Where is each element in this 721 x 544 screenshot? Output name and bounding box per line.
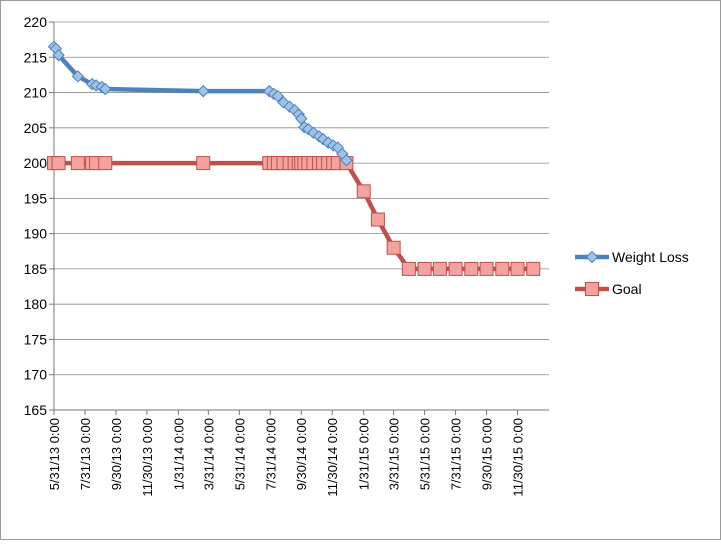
x-tick-label: 5/31/13 0:00 (47, 418, 62, 490)
y-tick-label: 185 (24, 261, 48, 277)
x-tick-label: 3/31/14 0:00 (201, 418, 216, 490)
y-tick-label: 165 (24, 402, 48, 418)
x-tick-label: 7/31/14 0:00 (263, 418, 278, 490)
x-tick-label: 9/30/13 0:00 (109, 418, 124, 490)
gridlines (54, 21, 549, 376)
y-tick-label: 210 (24, 85, 48, 101)
y-tick-label: 220 (24, 14, 48, 30)
x-tick-label: 7/31/15 0:00 (449, 418, 464, 490)
y-tick-label: 180 (24, 296, 48, 312)
legend-marker-weight-loss (585, 250, 599, 264)
goal-series (47, 156, 541, 276)
x-tick-label: 1/31/15 0:00 (357, 418, 372, 490)
axes: 165 170 175 180 185 190 195 200 205 210 215 220 5/31… (24, 14, 549, 497)
legend-label-weight-loss: Weight Loss (612, 249, 689, 265)
legend-label-goal: Goal (612, 281, 642, 297)
weight-loss-series (47, 40, 353, 167)
y-tick-label: 190 (24, 226, 48, 242)
goal-point (432, 261, 447, 276)
goal-line (51, 160, 536, 272)
goal-point (448, 261, 463, 276)
goal-point (479, 261, 494, 276)
weight-loss-point (197, 84, 210, 98)
x-tick-label: 5/31/15 0:00 (418, 418, 433, 490)
legend-marker-goal (585, 282, 599, 296)
goal-point (356, 184, 371, 199)
weight-loss-point (271, 89, 285, 103)
x-tick-label: 1/31/14 0:00 (171, 418, 186, 490)
goal-point (464, 261, 479, 276)
goal-point (417, 261, 432, 276)
x-tick-label: 9/30/15 0:00 (480, 418, 495, 490)
x-tick-label: 11/30/14 0:00 (325, 418, 340, 497)
goal-point (51, 156, 66, 171)
goal-point (196, 156, 211, 171)
y-tick-label: 205 (24, 120, 48, 136)
goal-point (70, 156, 85, 171)
x-tick-label: 7/31/13 0:00 (78, 418, 93, 490)
goal-point (98, 156, 113, 171)
x-tick-label: 11/30/13 0:00 (140, 418, 155, 497)
x-tick-label: 3/31/15 0:00 (387, 418, 402, 490)
goal-point (510, 261, 525, 276)
y-tick-label: 215 (24, 49, 48, 65)
legend-item-goal: Goal (575, 281, 642, 297)
y-tick-label: 170 (24, 367, 48, 383)
weight-loss-point (99, 82, 112, 96)
x-tick-label: 9/30/14 0:00 (294, 418, 309, 490)
weight-loss-point (52, 48, 65, 62)
goal-point (370, 212, 385, 227)
y-tick-label: 195 (24, 190, 48, 206)
x-tick-label: 11/30/15 0:00 (511, 418, 526, 497)
y-tick-label: 175 (24, 331, 48, 347)
x-tick-label: 5/31/14 0:00 (232, 418, 247, 490)
goal-point (495, 261, 510, 276)
goal-point (401, 261, 416, 276)
y-tick-label: 200 (24, 155, 48, 171)
legend-item-weight-loss: Weight Loss (575, 249, 689, 265)
series-layer (47, 40, 541, 276)
legend: Weight Loss Goal (575, 249, 689, 297)
goal-point (526, 261, 541, 276)
weight-loss-point (71, 70, 85, 83)
goal-point (386, 240, 401, 255)
weight-loss-point (340, 154, 353, 167)
weight-loss-line (51, 44, 349, 163)
